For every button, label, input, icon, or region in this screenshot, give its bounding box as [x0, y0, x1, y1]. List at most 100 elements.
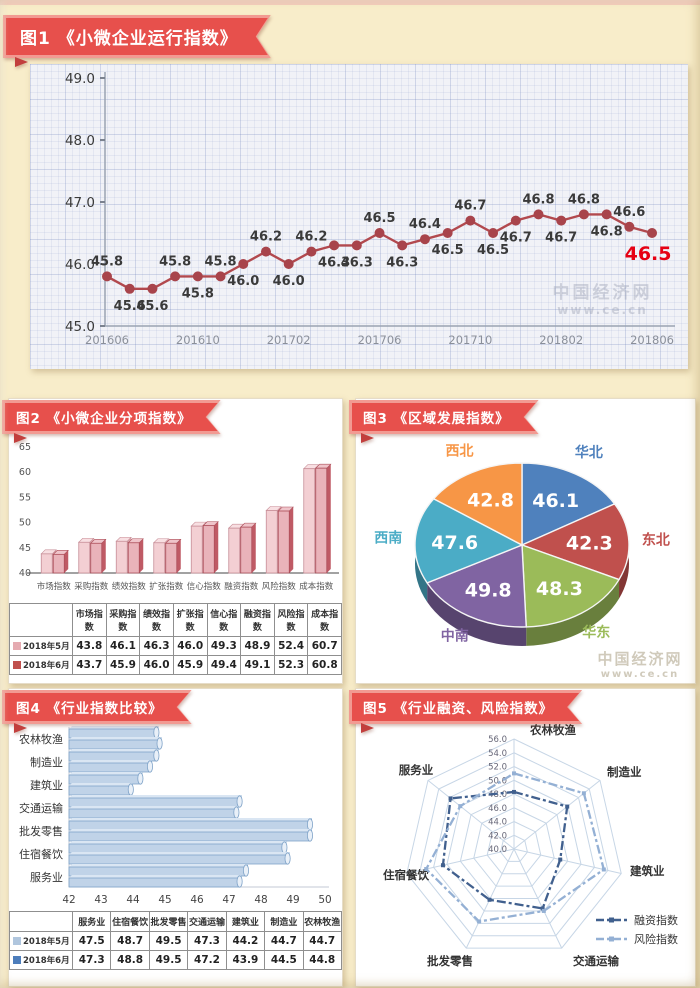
x-tick-label: 42 [62, 894, 75, 906]
ribbon-border: 图3 《区域发展指数》 [349, 400, 539, 434]
bar-农林牧渔 [68, 737, 163, 750]
r-tick-label: 56.0 [488, 735, 507, 745]
table-cell: 43.7 [72, 655, 107, 675]
table-col-header: 绩效指数 [139, 603, 174, 637]
data-point [374, 228, 385, 238]
pie-slice-东北 [521, 503, 630, 581]
bar-2018年6月 [240, 522, 257, 574]
sub-index-table: 市场指数 采购指数 绩效指数 扩张指数 信心指数 融资指数 风险指数 成本指数 2018年5月 4… [9, 603, 342, 675]
table-col-header: 信心指数 [206, 603, 242, 637]
data-point [329, 240, 340, 251]
table-cell: 48.8 [110, 950, 150, 970]
data-point [124, 283, 135, 294]
legend-marker [609, 936, 614, 942]
table-row-label: 2018年6月 [9, 655, 73, 675]
table-row-label: 2018年5月 [9, 636, 73, 656]
y-tick-label: 45.0 [65, 319, 95, 335]
region-value: 42.3 [566, 533, 613, 555]
table-cell: 45.9 [105, 655, 141, 675]
value-label: 46.8 [591, 224, 623, 239]
bar-2018年6月 [52, 550, 69, 574]
series-run-index: 45.8 45.645.6 45.8 45.8 45.8 46.0 46.2 46.0 46.2… [91, 192, 672, 313]
bar-批发零售 [68, 829, 313, 842]
ribbon-border: 图2 《小微企业分项指数》 [2, 400, 221, 434]
data-point [306, 246, 317, 257]
x-tick-label: 201606 [85, 333, 129, 347]
panel-industry-compare: 农林牧渔 制造业 建筑业 交通运输 批发零售 住宿餐饮 服务业 42 43 44 45 46 47 48 4… [8, 688, 343, 987]
radar-series-融资指数 [440, 789, 570, 911]
table-cell: 43.9 [225, 950, 266, 970]
value-label: 45.6 [136, 299, 168, 314]
data-point [533, 209, 544, 220]
category-label: 信心指数 [187, 581, 222, 592]
x-tick-label: 46 [190, 894, 204, 906]
bar-服务业 [68, 864, 249, 877]
table-col-header: 服务业 [71, 911, 112, 932]
x-tick-label: 201710 [448, 333, 492, 347]
data-point [578, 209, 589, 220]
pie-slice-华东 [521, 544, 620, 628]
axis-label: 服务业 [399, 763, 434, 777]
bar-2018年6月 [165, 538, 182, 574]
bar-服务业 [68, 875, 243, 888]
table-cell: 44.8 [302, 950, 343, 970]
data-point [170, 271, 181, 282]
table-cell: 46.3 [139, 636, 174, 656]
data-point [351, 240, 362, 251]
data-point [512, 789, 516, 794]
data-point [260, 246, 271, 257]
table-cell: 49.3 [206, 636, 242, 656]
table-corner [9, 911, 73, 932]
table-cell: 49.4 [206, 655, 242, 675]
panel4-title-ribbon: 图4 《行业指数比较》 [2, 690, 192, 733]
r-tick-label: 54.0 [488, 749, 507, 759]
data-point [477, 919, 482, 924]
panel3-title: 图3 《区域发展指数》 [352, 403, 536, 431]
category-label: 风险指数 [262, 581, 297, 592]
x-tick-label: 201806 [630, 333, 674, 347]
legend-swatch [13, 642, 21, 650]
table-col-header: 建筑业 [225, 911, 266, 932]
data-point [465, 215, 476, 226]
category-label: 建筑业 [30, 778, 63, 792]
data-point [440, 863, 445, 868]
region-value: 49.8 [465, 580, 512, 602]
value-label: 46.3 [318, 255, 350, 270]
x-tick-label: 201610 [176, 333, 220, 347]
table-col-header: 风险指数 [273, 603, 309, 637]
data-point [442, 228, 453, 238]
value-label: 46.8 [568, 192, 600, 207]
data-point [601, 209, 612, 220]
pie-slice-中南 [426, 544, 527, 628]
axis-label: 批发零售 [427, 954, 473, 968]
table-cell: 44.2 [225, 931, 266, 951]
region-value: 47.6 [431, 532, 478, 554]
y-tick-label: 45 [19, 543, 31, 554]
category-label: 制造业 [30, 755, 63, 769]
table-cell: 44.7 [302, 931, 343, 951]
bar-住宿餐饮 [68, 852, 291, 865]
axis-label: 建筑业 [630, 864, 665, 878]
category-label: 绩效指数 [112, 581, 147, 592]
x-tick-label: 48 [254, 894, 267, 906]
data-point [510, 215, 521, 226]
data-point [102, 271, 112, 282]
table-col-header: 制造业 [264, 911, 304, 932]
value-label: 45.8 [182, 286, 214, 301]
table-cell: 60.7 [307, 636, 342, 656]
region-pie-chart: 华北 46.1 东北 42.3 华东 48.3 中南 49.8 西南 47.6 西北 42.8 [374, 443, 670, 646]
category-label: 农林牧渔 [19, 732, 63, 746]
x-tick-label: 47 [222, 894, 235, 906]
value-label: 46.0 [227, 274, 259, 289]
data-point [540, 906, 545, 911]
axes: 45.0 46.0 47.0 48.0 49.0 201606 201610 201702 20… [65, 71, 675, 347]
value-label: 46.2 [295, 230, 327, 245]
table-cell: 47.3 [71, 950, 112, 970]
value-label: 45.8 [159, 254, 191, 269]
x-tick-label: 201706 [358, 333, 402, 347]
data-table: 市场指数 采购指数 绩效指数 扩张指数 信心指数 融资指数 风险指数 成本指数 2018年5月 4… [9, 603, 342, 675]
y-tick-label: 47.0 [65, 195, 95, 211]
data-point [601, 867, 606, 872]
